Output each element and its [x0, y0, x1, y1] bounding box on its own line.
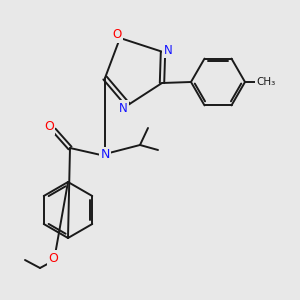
- Text: O: O: [48, 251, 58, 265]
- Text: N: N: [118, 101, 127, 115]
- Text: N: N: [100, 148, 110, 161]
- Text: N: N: [164, 44, 172, 56]
- Text: O: O: [112, 28, 122, 41]
- Text: CH₃: CH₃: [256, 77, 276, 87]
- Text: O: O: [44, 121, 54, 134]
